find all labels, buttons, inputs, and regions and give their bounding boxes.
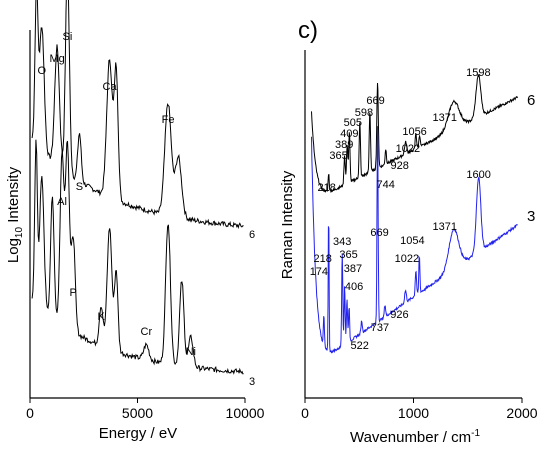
eds-y-axis-title-sub: 10 (14, 227, 25, 239)
raman-peak-label: 343 (333, 236, 351, 248)
raman-peak-label: 1054 (400, 235, 424, 247)
raman-peak-label: 218 (317, 182, 335, 194)
eds-x-tick-label: 0 (26, 405, 34, 421)
eds-element-label: P (70, 287, 77, 299)
raman-peak-label: 744 (377, 179, 395, 191)
eds-y-axis-title-tail: Intensity (5, 166, 22, 227)
raman-peak-label: 928 (391, 160, 409, 172)
raman-trace-3 (311, 126, 518, 354)
raman-peak-label: 409 (340, 128, 358, 140)
raman-peak-label: 218 (313, 253, 331, 265)
raman-peak-label: 365 (329, 150, 347, 162)
eds-element-label: O (38, 65, 47, 77)
raman-x-axis-title-sup: -1 (471, 428, 480, 439)
raman-peak-label: 522 (350, 340, 368, 352)
raman-x-tick-label: 0 (301, 405, 309, 421)
raman-x-axis-title: Wavenumber / cm-1 (350, 428, 480, 446)
raman-peak-label: 737 (371, 322, 389, 334)
raman-trace-6 (311, 73, 519, 194)
raman-trace-label-3: 3 (527, 208, 535, 225)
eds-element-label: Fe (162, 114, 175, 126)
raman-trace-label-6: 6 (527, 92, 535, 109)
raman-x-tick-label: 1000 (398, 405, 429, 421)
eds-y-axis-title-base: Log (5, 238, 22, 263)
eds-trace-3 (31, 139, 244, 375)
raman-peak-label: 406 (345, 281, 363, 293)
eds-x-tick-label: 10000 (226, 405, 265, 421)
eds-element-label: Al (57, 196, 67, 208)
raman-peak-label: 1371 (433, 112, 457, 124)
raman-peak-label: 598 (355, 107, 373, 119)
raman-x-tick-label: 2000 (506, 405, 537, 421)
raman-peak-label: 926 (390, 309, 408, 321)
raman-peak-label: 1600 (466, 169, 490, 181)
raman-panel: c) 0 1000 2000 218365389409505598669744928… (279, 17, 538, 446)
eds-element-label: Mg (49, 53, 64, 65)
eds-element-label: Ca (103, 81, 118, 93)
eds-element-label: S (76, 181, 83, 193)
eds-trace-label-6: 6 (249, 229, 255, 241)
raman-peak-label: 1022 (395, 253, 419, 265)
raman-peak-label: 387 (344, 263, 362, 275)
raman-x-axis-title-base: Wavenumber / cm (350, 429, 471, 446)
eds-element-label: K (97, 311, 105, 323)
eds-panel: 0 5000 10000 OMg Si S Ca Fe Al P K Cr Ni 6 3 Energy… (5, 0, 265, 442)
raman-peak-label: 669 (370, 227, 388, 239)
raman-peak-label: 505 (344, 117, 362, 129)
raman-peak-label: 1056 (402, 126, 426, 138)
raman-peak-label: 669 (366, 95, 384, 107)
eds-element-label: Si (63, 31, 73, 43)
raman-peak-label: 174 (310, 266, 328, 278)
eds-element-label: Ni (186, 346, 196, 358)
raman-peak-label: 1371 (433, 221, 457, 233)
eds-x-tick-label: 5000 (122, 405, 153, 421)
raman-peak-label: 1022 (396, 143, 420, 155)
raman-y-axis-title: Raman Intensity (279, 170, 296, 279)
raman-peak-label: 389 (335, 139, 353, 151)
eds-y-axis-title: Log10 Intensity (5, 166, 25, 263)
raman-peak-label: 365 (339, 249, 357, 261)
eds-trace-label-3: 3 (249, 376, 255, 388)
eds-x-axis-title: Energy / eV (99, 425, 177, 442)
eds-element-label: Cr (141, 326, 153, 338)
raman-peak-label: 1598 (466, 67, 490, 79)
eds-trace-6 (31, 0, 244, 230)
panel-label: c) (298, 17, 318, 44)
